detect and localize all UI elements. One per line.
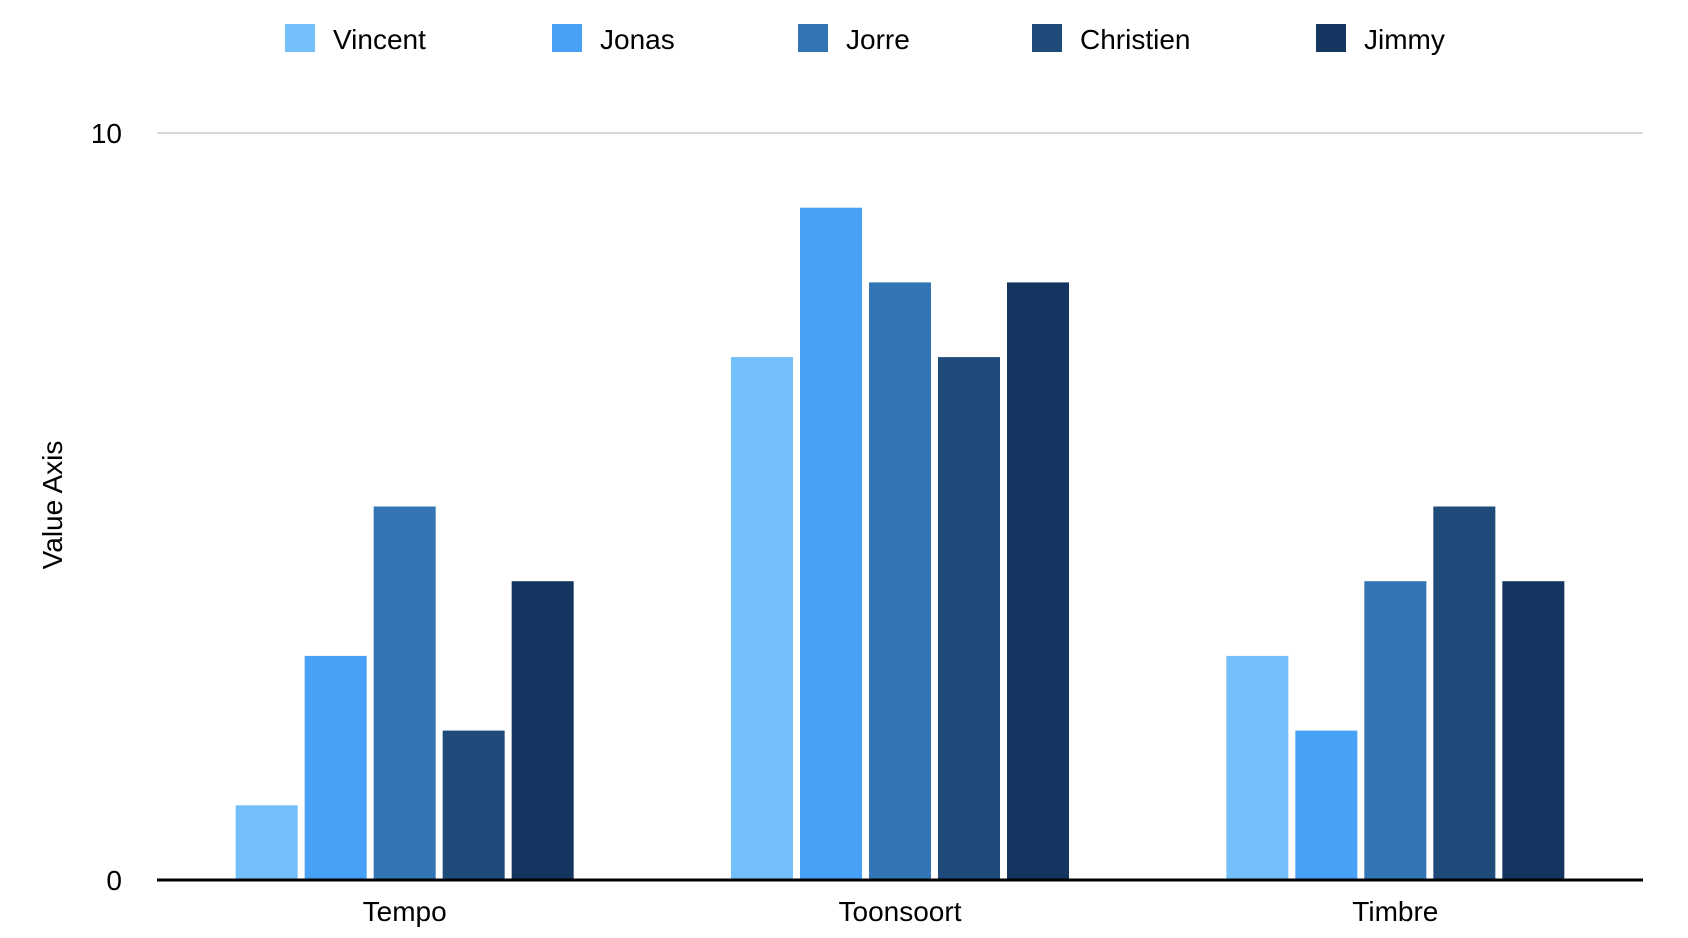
legend-label-jorre: Jorre: [846, 24, 910, 55]
legend-swatch-christien: [1032, 24, 1062, 52]
bar-timbre-jimmy: [1502, 581, 1565, 880]
bar-toonsoort-christien: [938, 357, 1000, 881]
bar-timbre-vincent: [1226, 655, 1289, 880]
bar-toonsoort-jonas: [800, 207, 862, 880]
legend-swatch-jimmy: [1316, 24, 1346, 52]
bar-tempo-jimmy: [511, 581, 574, 880]
y-tick-label: 10: [91, 118, 122, 149]
bar-toonsoort-vincent: [731, 357, 793, 881]
bar-timbre-jonas: [1295, 730, 1358, 880]
legend-swatch-vincent: [285, 24, 315, 52]
bar-timbre-jorre: [1364, 581, 1427, 880]
bar-timbre-christien: [1433, 506, 1496, 880]
y-tick-label: 0: [106, 865, 122, 896]
legend-swatch-jonas: [552, 24, 582, 52]
y-axis-title: Value Axis: [37, 441, 68, 570]
bar-tempo-jorre: [373, 506, 436, 880]
legend-label-jimmy: Jimmy: [1364, 24, 1445, 55]
x-tick-label-toonsoort: Toonsoort: [839, 896, 962, 927]
legend-label-vincent: Vincent: [333, 24, 426, 55]
legend-swatch-jorre: [798, 24, 828, 52]
bar-toonsoort-jimmy: [1007, 282, 1069, 880]
bar-tempo-jonas: [304, 655, 367, 880]
bar-tempo-christien: [442, 730, 505, 880]
y-axis-ticks: 0 10: [91, 118, 122, 896]
x-tick-label-tempo: Tempo: [363, 896, 447, 927]
bar-tempo-vincent: [235, 805, 298, 880]
x-tick-label-timbre: Timbre: [1352, 896, 1438, 927]
bar-toonsoort-jorre: [869, 282, 931, 880]
legend-label-jonas: Jonas: [600, 24, 675, 55]
legend-label-christien: Christien: [1080, 24, 1190, 55]
x-axis-ticks: Tempo Toonsoort Timbre: [363, 896, 1439, 927]
legend: Vincent Jonas Jorre Christien Jimmy: [285, 24, 1445, 55]
bars: [157, 207, 1643, 882]
